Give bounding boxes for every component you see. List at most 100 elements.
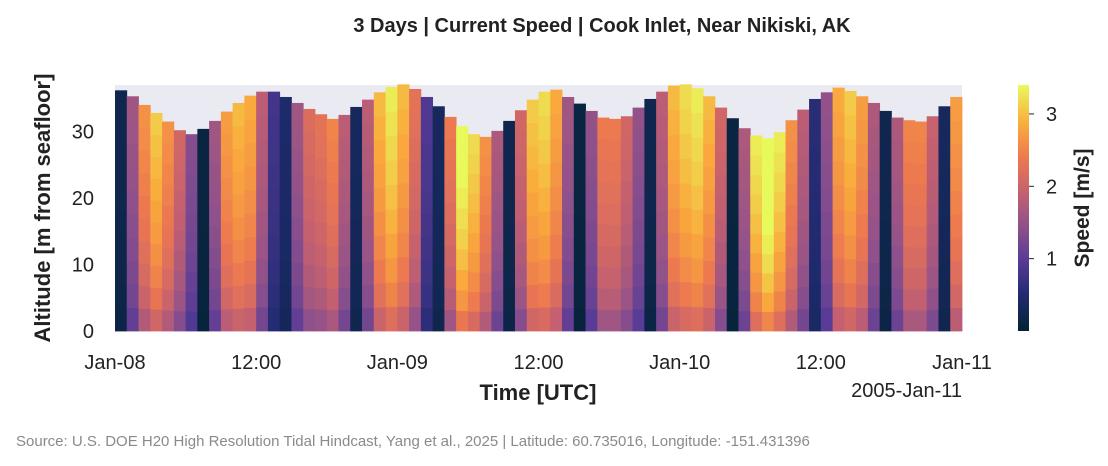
heatmap-cell [738,290,751,312]
heatmap-cell [573,149,586,173]
heatmap-cell [562,120,575,145]
heatmap-cell [162,310,175,332]
heatmap-cell [503,309,516,332]
heatmap-cell [244,260,257,285]
heatmap-cell [691,306,704,332]
heatmap-cell [903,120,916,142]
heatmap-cell [220,133,234,156]
heatmap-cell [514,176,528,199]
heatmap-cell [738,209,751,231]
heatmap-cell [785,204,798,227]
heatmap-cell [479,311,492,332]
heatmap-cell [726,182,739,204]
heatmap-cell [950,96,963,121]
heatmap-cell [879,286,892,310]
heatmap-cell [503,162,516,185]
heatmap-cell [373,163,386,189]
heatmap-cell [550,258,563,284]
heatmap-cell [444,138,457,161]
heatmap-cell [491,170,504,192]
heatmap-cell [338,136,351,159]
heatmap-cell [644,261,657,285]
heatmap-cell [456,208,469,230]
heatmap-cell [703,166,716,191]
heatmap-cell [503,204,516,227]
heatmap-cell [867,102,881,127]
heatmap-cell [362,307,375,332]
heatmap-cell [926,288,939,310]
heatmap-cell [244,166,257,191]
heatmap-cell [797,109,810,133]
heatmap-cell [209,183,222,206]
heatmap-cell [362,215,375,239]
x-tick-label: Jan-10 [649,352,710,374]
heatmap-cell [750,174,763,195]
heatmap-cell [303,242,316,265]
x-offset-label: 2005-Jan-11 [851,380,962,402]
heatmap-cell [773,311,786,332]
heatmap-cell [797,220,810,243]
heatmap-cell [762,176,775,197]
heatmap-cell [879,242,892,266]
heatmap-cell [809,122,822,146]
heatmap-cell [762,234,775,255]
heatmap-cell [891,181,904,204]
heatmap-cell [879,154,892,178]
heatmap-cell [585,132,598,156]
heatmap-cell [126,166,139,191]
heatmap-cell [785,246,798,269]
heatmap-cell [714,129,728,153]
heatmap-cell [738,128,751,149]
heatmap-cell [573,308,586,332]
heatmap-cell [879,264,892,288]
heatmap-cell [491,290,504,312]
heatmap-cell [891,309,904,332]
heatmap-cell [785,162,798,184]
heatmap-cell [573,240,586,264]
heatmap-cell [950,260,963,285]
heatmap-cell [185,311,198,332]
heatmap-cell [879,308,892,332]
heatmap-cell [832,282,845,308]
heatmap-cell [303,219,316,243]
heatmap-cell [185,232,198,253]
heatmap-cell [903,225,916,248]
heatmap-cell [479,292,492,312]
heatmap-cell [844,307,857,332]
heatmap-cell [620,245,634,267]
heatmap-cell [326,203,339,226]
heatmap-cell [703,119,716,144]
heatmap-cell [338,244,351,267]
heatmap-cell [209,120,222,143]
heatmap-cell [703,284,716,308]
heatmap-cell [750,311,763,332]
heatmap-cell [291,285,304,309]
heatmap-cell [244,142,257,167]
heatmap-cell [656,163,669,188]
heatmap-cell [444,288,457,310]
heatmap-cell [173,150,186,171]
heatmap-cell [797,198,810,221]
heatmap-cell [432,106,445,130]
heatmap-cell [162,121,175,143]
heatmap-cell [573,262,586,286]
heatmap-cell [162,205,175,227]
heatmap-cell [538,91,551,116]
heatmap-cell [562,213,575,238]
heatmap-cell [620,202,634,225]
heatmap-cell [691,136,704,162]
heatmap-cell [903,141,916,163]
heatmap-cell [926,223,939,246]
heatmap-cell [785,267,798,290]
heatmap-cell [138,172,151,196]
heatmap-cell [456,228,469,250]
heatmap-cell [856,190,869,215]
heatmap-cell [503,225,516,248]
heatmap-cell [867,239,881,263]
heatmap-cell [138,240,151,264]
y-axis-label: Altitude [m from seafloor] [30,74,55,343]
heatmap-cell [656,139,669,164]
heatmap-cell [867,125,881,149]
heatmap-cell [444,159,457,182]
heatmap-cell [926,266,939,289]
